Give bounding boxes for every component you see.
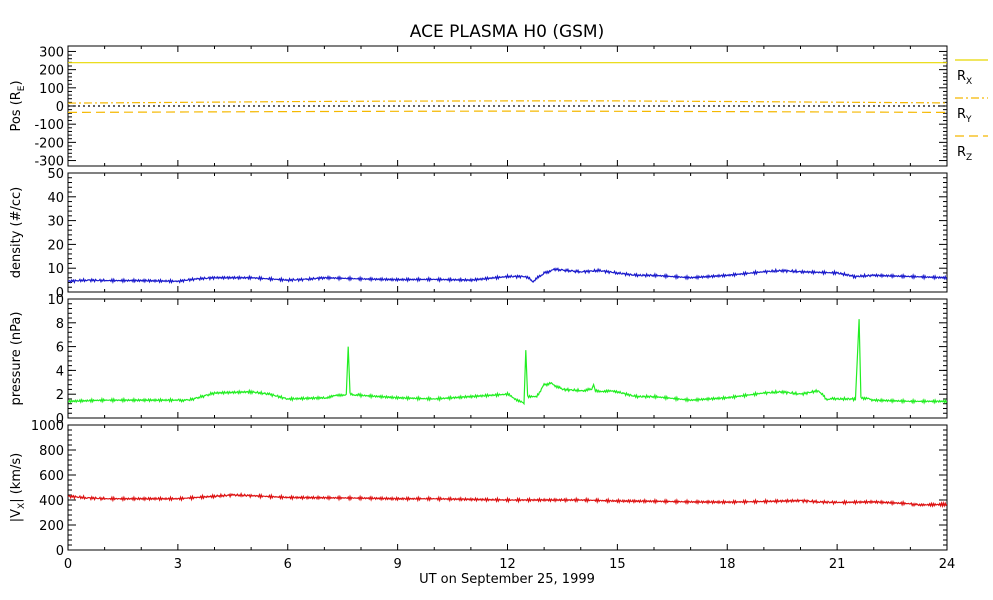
x-axis-title: UT on September 25, 1999 — [419, 572, 595, 587]
legend: RX RY RZ — [955, 59, 988, 163]
legend-label: RY — [957, 107, 972, 125]
y-tick-label: 10 — [47, 293, 64, 308]
x-tick-label: 24 — [939, 557, 956, 572]
y-tick-label: 2 — [56, 388, 64, 403]
legend-label: RX — [957, 69, 972, 87]
y-axis-title: pressure (nPa) — [9, 312, 24, 406]
y-tick-label: -100 — [34, 118, 64, 133]
x-tick-label: 12 — [499, 557, 516, 572]
plot-frame — [67, 298, 948, 419]
series-line-vx — [68, 491, 947, 509]
y-tick-label: 300 — [39, 45, 64, 60]
y-tick-label: 30 — [47, 215, 64, 230]
y-tick-label: -300 — [34, 155, 64, 170]
series-line-density — [68, 267, 947, 284]
y-axis-title: |VX| (km/s) — [9, 453, 27, 522]
series-line-y — [68, 100, 947, 104]
y-tick-label: 0 — [56, 544, 64, 559]
legend-label: RZ — [957, 145, 972, 163]
panel-vx: 1000 800 600 400 200 0 |VX| (km/s) — [9, 419, 948, 559]
y-tick-label: 1000 — [31, 419, 64, 434]
y-axis-title: Pos (RE) — [9, 80, 27, 131]
y-tick-label: 100 — [39, 82, 64, 97]
panel-density: 50 40 30 20 10 0 density (#/cc) — [9, 167, 948, 301]
x-tick-label: 9 — [393, 557, 401, 572]
x-tick-label: 18 — [719, 557, 736, 572]
y-tick-label: 0 — [56, 286, 64, 301]
x-tick-label: 21 — [829, 557, 846, 572]
y-tick-label: 10 — [47, 262, 64, 277]
chart-title: ACE PLASMA H0 (GSM) — [410, 22, 604, 42]
y-tick-label: 6 — [56, 341, 64, 356]
y-tick-label: 0 — [56, 412, 64, 427]
y-tick-label: 50 — [47, 167, 64, 182]
series-line-pressure — [68, 319, 947, 406]
x-tick-label: 15 — [609, 557, 626, 572]
y-axis-title: density (#/cc) — [9, 187, 24, 279]
y-tick-label: 20 — [47, 238, 64, 253]
y-tick-label: 0 — [56, 100, 64, 115]
y-tick-label: 40 — [47, 191, 64, 206]
plot-frame — [67, 424, 948, 551]
y-tick-label: 400 — [39, 494, 64, 509]
panel-pos: 300 200 100 0 -100 -200 -300 Pos (RE) RX RY RZ — [9, 45, 988, 170]
y-tick-label: 600 — [39, 469, 64, 484]
y-tick-label: 200 — [39, 519, 64, 534]
panel-pressure: 10 8 6 4 2 0 pressure (nPa) — [9, 293, 948, 427]
y-tick-label: 200 — [39, 64, 64, 79]
x-tick-label: 0 — [64, 557, 72, 572]
x-tick-label: 6 — [284, 557, 292, 572]
y-tick-label: 4 — [56, 364, 64, 379]
y-tick-label: 8 — [56, 317, 64, 332]
y-tick-label: 800 — [39, 444, 64, 459]
y-tick-label: -200 — [34, 136, 64, 151]
x-tick-label: 3 — [174, 557, 182, 572]
series-line-z — [68, 110, 947, 113]
